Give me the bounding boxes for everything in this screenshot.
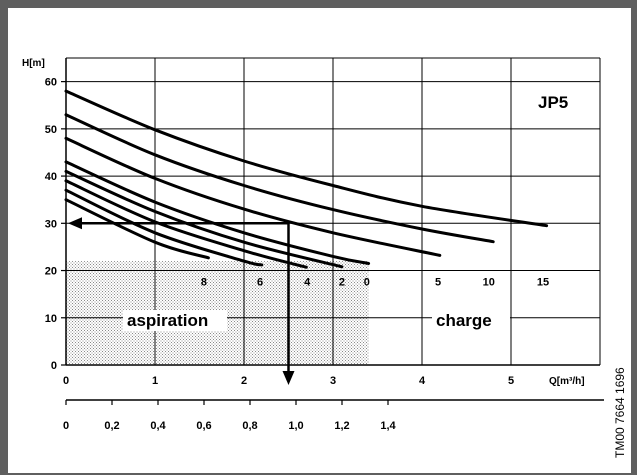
y-axis-title: H[m] <box>22 58 45 69</box>
performance-curve-8 <box>64 198 210 260</box>
secondary-x-tick-label: 1,0 <box>288 420 303 432</box>
y-tick-label: 0 <box>51 360 57 372</box>
y-tick-label: 50 <box>45 124 57 136</box>
charge-label-background <box>432 310 510 331</box>
x-tick-label: 0 <box>63 375 69 387</box>
charge-label: charge <box>436 311 492 330</box>
curve-label: 2 <box>339 277 345 289</box>
curve-label: 5 <box>435 277 441 289</box>
curve-label: 0 <box>364 277 370 289</box>
curve-label: 6 <box>257 277 263 289</box>
y-tick-label: 40 <box>45 171 57 183</box>
performance-curve-0 <box>64 160 371 265</box>
secondary-x-tick-label: 0,6 <box>196 420 211 432</box>
curve-label: 8 <box>201 277 207 289</box>
y-tick-label: 20 <box>45 266 57 278</box>
x-axis-title: Q[m³/h] <box>549 376 585 387</box>
x-tick-label: 2 <box>241 375 247 387</box>
performance-curve-2 <box>64 169 344 269</box>
secondary-x-tick-label: 0 <box>63 420 69 432</box>
x-tick-label: 4 <box>419 375 426 387</box>
x-tick-label: 1 <box>152 375 158 387</box>
performance-curve-15 <box>64 89 549 228</box>
curve-label: 10 <box>483 277 495 289</box>
secondary-x-tick-label: 1,4 <box>380 420 396 432</box>
secondary-x-tick-label: 0,8 <box>242 420 257 432</box>
curve-label: 4 <box>304 277 311 289</box>
secondary-x-tick-label: 0,4 <box>150 420 166 432</box>
x-tick-label: 3 <box>330 375 336 387</box>
arrow-left-head <box>68 217 82 230</box>
performance-curve-5 <box>64 136 442 257</box>
secondary-x-tick-label: 0,2 <box>104 420 119 432</box>
chart-title: JP5 <box>538 93 568 112</box>
performance-curve-4 <box>64 179 308 269</box>
performance-curve-6 <box>64 188 264 267</box>
x-tick-label: 5 <box>508 375 514 387</box>
aspiration-label: aspiration <box>127 311 208 330</box>
curve-label: 15 <box>537 277 549 289</box>
aspiration-label-background <box>123 310 227 331</box>
y-tick-label: 10 <box>45 313 57 325</box>
y-tick-label: 60 <box>45 77 57 89</box>
arrow-down-head <box>282 371 295 385</box>
secondary-x-tick-label: 1,2 <box>334 420 349 432</box>
performance-curve-10 <box>64 113 495 244</box>
y-tick-label: 30 <box>45 218 57 230</box>
drawing-reference-code: TM00 7664 1696 <box>613 367 627 458</box>
